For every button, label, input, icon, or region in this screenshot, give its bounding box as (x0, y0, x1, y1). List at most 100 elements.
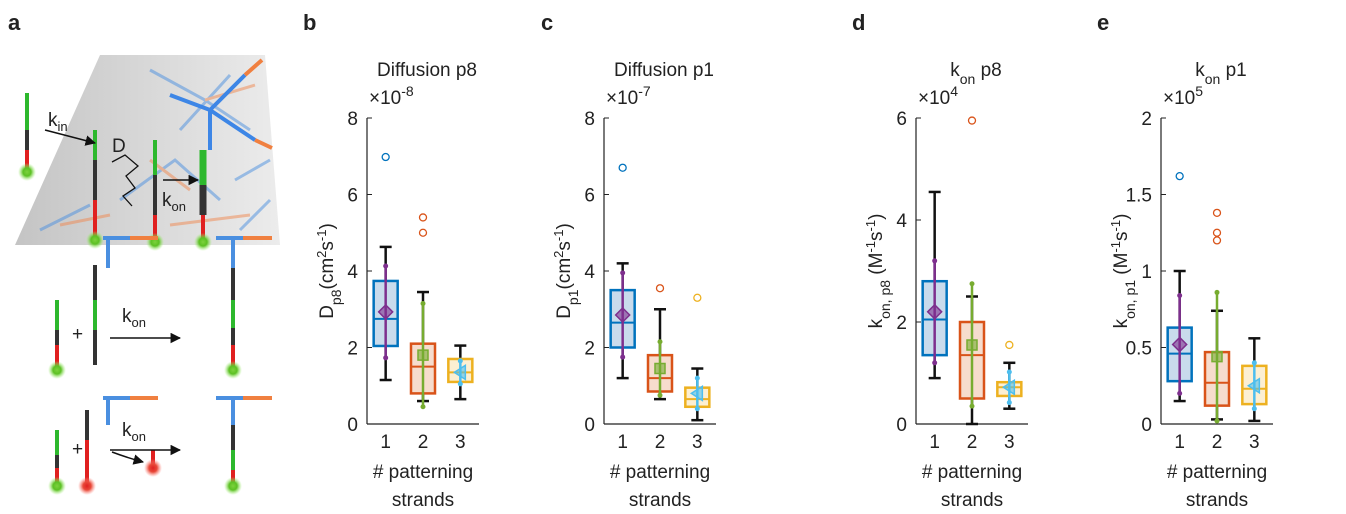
error-bar-end (694, 375, 700, 381)
label-part: on, p8 (877, 280, 893, 319)
label-part: D (554, 305, 575, 319)
error-bar-end (1251, 406, 1257, 412)
star-tile (169, 58, 273, 150)
error-bar-end (657, 392, 663, 398)
error-bar-end (969, 403, 975, 409)
rate-label: kon (162, 190, 186, 214)
label-part: (M (1111, 253, 1132, 280)
outlier (1212, 236, 1222, 245)
rate-label: kin (48, 110, 68, 134)
x-tick-label: 2 (418, 432, 429, 453)
panel-label: b (303, 10, 316, 35)
x-tick-label: 3 (1004, 432, 1015, 453)
label-part: s (554, 241, 575, 251)
label-part: k (866, 318, 887, 328)
y-tick-label: 8 (347, 109, 358, 130)
x-tick-label: 1 (929, 432, 940, 453)
exponent-power: -7 (638, 83, 651, 99)
y-tick-label: 0 (347, 415, 358, 436)
label-part: k (1195, 60, 1205, 81)
label-part: -1 (1108, 241, 1123, 253)
label-part: k (1111, 318, 1132, 328)
label-part: ) (866, 214, 887, 220)
outlier (618, 163, 627, 172)
error-bar-end (1214, 289, 1220, 295)
error-bar-end (457, 358, 463, 364)
label-part: 2 (551, 251, 566, 258)
strands (18, 93, 212, 251)
panel-label: e (1097, 10, 1109, 35)
y-tick-label: 2 (584, 339, 595, 360)
label-part: (M (866, 253, 887, 280)
x-axis-label: strands (392, 490, 454, 511)
error-bar-end (420, 404, 426, 410)
error-bar-end (1177, 390, 1183, 396)
x-tick-label: 2 (655, 432, 666, 453)
panel-label: a (8, 10, 21, 35)
mean-marker (417, 349, 429, 361)
label-part: -1 (551, 230, 566, 242)
exponent-power: -8 (401, 83, 414, 99)
error-bar-end (1177, 292, 1183, 298)
axis-exponent: ×104 (918, 83, 958, 109)
y-axis-label: kon, p1 (M-1s-1) (1108, 214, 1139, 329)
error-bar-end (694, 406, 700, 412)
error-bar-end (1006, 369, 1012, 375)
label-part: (cm (317, 258, 338, 290)
y-tick-label: 6 (584, 186, 595, 207)
label-part: -1 (863, 241, 878, 253)
outlier (693, 293, 702, 302)
x-axis-label: strands (941, 490, 1003, 511)
label-part: s (317, 241, 338, 251)
outlier (655, 284, 665, 293)
label-part: Diffusion p1 (614, 60, 714, 81)
exponent-power: 5 (1195, 83, 1203, 99)
mean-marker (614, 306, 631, 324)
x-axis-label: # patterning (610, 462, 710, 483)
diagram: a kin D kon (8, 10, 280, 495)
label-part: ) (1111, 214, 1132, 220)
y-tick-label: 4 (896, 211, 907, 232)
y-axis-label: kon, p8 (M-1s-1) (863, 214, 894, 329)
error-bar-end (457, 381, 463, 387)
axis-exponent: ×105 (1163, 83, 1203, 109)
y-tick-label: 0.5 (1126, 339, 1152, 360)
x-axis-label: # patterning (373, 462, 473, 483)
y-tick-label: 2 (347, 339, 358, 360)
label-part: p1 (565, 289, 581, 305)
mean-marker (452, 363, 467, 381)
error-bar-end (1214, 418, 1220, 424)
error-bar-end (420, 301, 426, 307)
outlier (418, 213, 428, 222)
x-axis-label: strands (629, 490, 691, 511)
axis-exponent: ×10-8 (369, 83, 414, 109)
rate-label: kon (122, 420, 146, 444)
arrow (44, 129, 97, 146)
chart-title: kon p8 (950, 60, 1002, 87)
y-tick-label: 0 (584, 415, 595, 436)
error-bar-end (969, 281, 975, 287)
error-bar-end (383, 355, 389, 361)
x-tick-label: 3 (692, 432, 703, 453)
error-bar-end (383, 263, 389, 269)
exponent-power: 4 (950, 83, 958, 99)
label-part: -1 (1108, 220, 1123, 232)
x-axis-label: # patterning (1167, 462, 1267, 483)
y-axis-label: Dp1(cm2s-1) (551, 223, 582, 319)
exponent-base: ×10 (369, 88, 401, 109)
label-part: Diffusion p8 (377, 60, 477, 81)
rate-label: kon (122, 306, 146, 330)
error-bar-end (620, 270, 626, 276)
x-tick-label: 3 (455, 432, 466, 453)
chart-title: Diffusion p8 (377, 60, 477, 81)
outlier (418, 228, 428, 237)
outlier (1175, 171, 1184, 181)
panel-label: c (541, 10, 553, 35)
error-bar-end (1251, 360, 1257, 366)
x-tick-label: 2 (967, 432, 978, 453)
exponent-base: ×10 (918, 88, 950, 109)
mean-marker (966, 339, 978, 351)
label-part: on, p1 (1122, 280, 1138, 319)
plus: + (72, 439, 83, 460)
